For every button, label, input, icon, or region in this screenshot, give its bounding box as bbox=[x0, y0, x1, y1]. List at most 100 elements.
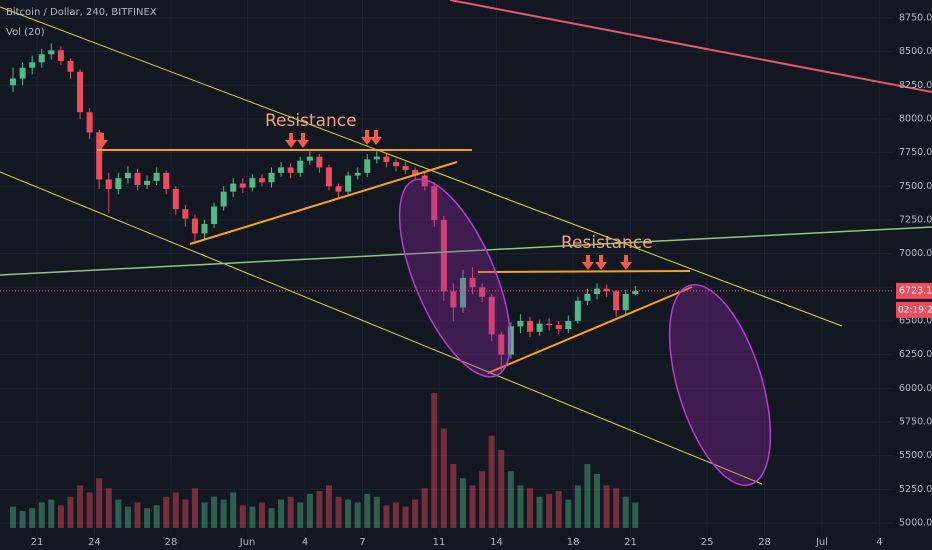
candle-body bbox=[48, 50, 55, 55]
volume-bar bbox=[134, 502, 141, 528]
volume-bar bbox=[440, 428, 447, 528]
candle-body bbox=[354, 172, 361, 176]
x-tick-label: 25 bbox=[701, 537, 714, 548]
resistance-line bbox=[477, 270, 691, 273]
volume-bar bbox=[278, 499, 285, 528]
candle-body bbox=[431, 186, 438, 220]
candle-body bbox=[536, 323, 543, 332]
annotation: Resistance bbox=[265, 111, 357, 131]
arrow bbox=[96, 133, 108, 148]
volume-bar bbox=[364, 493, 371, 528]
volume-bar bbox=[48, 499, 55, 528]
candle-body bbox=[86, 112, 93, 133]
support-line bbox=[487, 286, 693, 374]
candle-body bbox=[603, 288, 610, 292]
y-tick-label: 5000.0 bbox=[899, 518, 932, 529]
axes: 5000.0 5250.0 5500.0 5750.0 6000.0 6250.0 6500… bbox=[0, 12, 932, 548]
candle-body bbox=[211, 206, 218, 224]
arrow bbox=[370, 130, 382, 145]
volume-bar bbox=[172, 492, 179, 528]
candle-body bbox=[402, 166, 409, 171]
indicator-label: Vol (20) bbox=[6, 27, 45, 38]
volume-bar bbox=[555, 491, 562, 528]
volume-bar bbox=[402, 506, 409, 528]
x-tick-label: 4 bbox=[876, 537, 882, 548]
volume-bar bbox=[613, 488, 620, 528]
support-line bbox=[189, 161, 458, 245]
candle-body bbox=[527, 320, 534, 332]
y-tick-label: 5250.0 bbox=[899, 484, 932, 495]
y-tick-label: 5750.0 bbox=[899, 416, 932, 427]
candle-body bbox=[163, 172, 170, 189]
candle-body bbox=[230, 183, 237, 192]
volume-bar bbox=[201, 502, 208, 528]
candle-body bbox=[488, 296, 495, 335]
volume-bar bbox=[211, 496, 218, 528]
volume-bar bbox=[191, 488, 198, 528]
x-tick-label: Jul bbox=[815, 537, 828, 548]
candle-body bbox=[306, 156, 313, 161]
x-tick-label: 14 bbox=[490, 537, 503, 548]
candle-body bbox=[115, 178, 122, 189]
support-line bbox=[0, 226, 932, 276]
y-tick-label: 6000.0 bbox=[899, 383, 932, 394]
volume-bar bbox=[124, 506, 131, 528]
volume-bar bbox=[38, 502, 45, 528]
volume-bar bbox=[517, 485, 524, 528]
ellipse bbox=[398, 178, 512, 378]
candle-body bbox=[268, 172, 275, 183]
volume-bar bbox=[536, 496, 543, 528]
candle-body bbox=[134, 172, 141, 185]
y-tick-label: 8250.0 bbox=[899, 80, 932, 91]
volume-bar bbox=[373, 496, 380, 528]
volume-bar bbox=[297, 502, 304, 528]
x-tick-label: 18 bbox=[567, 537, 580, 548]
volume-bar bbox=[354, 502, 361, 528]
candle-body bbox=[584, 294, 591, 301]
volume-bar bbox=[459, 478, 466, 528]
volume-bar bbox=[546, 493, 553, 528]
volume-bar bbox=[345, 499, 352, 528]
volume-bar bbox=[421, 488, 428, 528]
candle-body bbox=[555, 325, 562, 330]
candle-body bbox=[67, 61, 74, 72]
candle-body bbox=[249, 178, 256, 188]
volume-bar bbox=[392, 502, 399, 528]
annotation: Resistance bbox=[561, 233, 653, 253]
volume-bar bbox=[316, 491, 323, 528]
volume-bar bbox=[622, 496, 629, 528]
candle-body bbox=[144, 180, 151, 185]
volume-bar bbox=[584, 464, 591, 528]
candle-body bbox=[77, 71, 84, 113]
candle-body bbox=[57, 50, 64, 62]
candle-body bbox=[258, 178, 265, 183]
candle-body bbox=[364, 159, 371, 173]
candle-body bbox=[613, 291, 620, 311]
volume-bar bbox=[603, 485, 610, 528]
x-tick-label: 24 bbox=[88, 537, 101, 548]
candle-body bbox=[239, 183, 246, 188]
volume-bar bbox=[565, 499, 572, 528]
volume-bar bbox=[86, 492, 93, 528]
volume-bar bbox=[19, 510, 26, 528]
volume-bar bbox=[163, 496, 170, 528]
candle-body bbox=[105, 179, 112, 189]
candle-body bbox=[440, 219, 447, 292]
volume-bar bbox=[10, 506, 17, 528]
price-label: 6723.1 bbox=[899, 285, 932, 296]
arrow bbox=[285, 133, 297, 148]
volume-bar bbox=[287, 496, 294, 528]
y-tick-label: 7500.0 bbox=[899, 181, 932, 192]
arrow bbox=[620, 255, 632, 270]
volume-bar bbox=[249, 506, 256, 528]
y-tick-label: 6500.0 bbox=[899, 315, 932, 326]
candle-body bbox=[124, 172, 131, 179]
candle-body bbox=[297, 160, 304, 173]
arrow bbox=[582, 255, 594, 270]
candle-body bbox=[335, 186, 342, 192]
candle-body bbox=[498, 334, 505, 355]
volume-bar bbox=[306, 493, 313, 528]
candle-body bbox=[316, 156, 323, 168]
volume-bar bbox=[498, 449, 505, 528]
